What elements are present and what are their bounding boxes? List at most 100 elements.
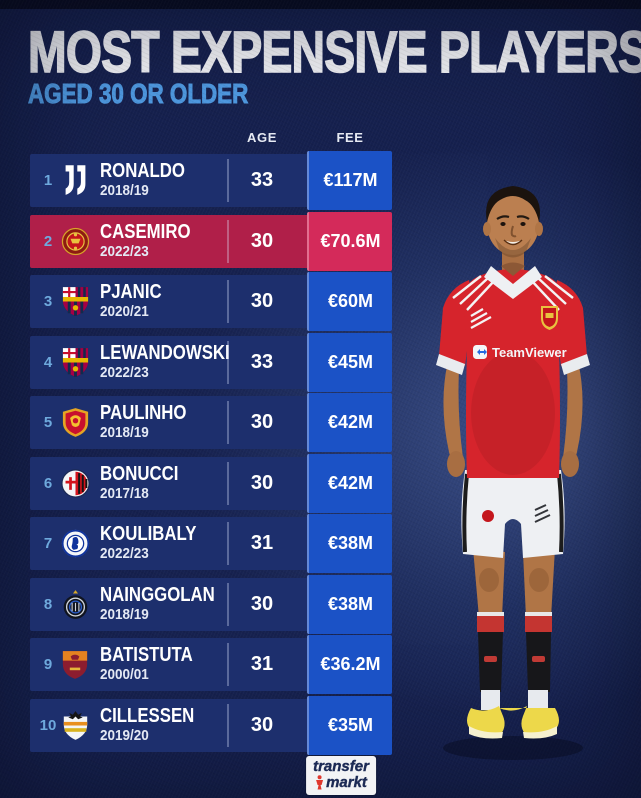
column-divider xyxy=(227,219,229,263)
player-name: PJANIC xyxy=(100,281,162,304)
table-row: 6 BONUCCI 2017/18 30 €42M xyxy=(30,453,392,513)
column-divider xyxy=(227,582,229,626)
column-divider xyxy=(227,643,229,686)
fee-badge: €38M xyxy=(307,574,392,634)
juventus-badge-icon xyxy=(65,165,85,195)
inter-badge-icon xyxy=(63,589,87,619)
rank-label: 5 xyxy=(43,414,53,431)
age-value: 30 xyxy=(250,713,274,736)
column-header-age: AGE xyxy=(247,130,277,145)
column-divider xyxy=(227,522,229,565)
man-utd-crest-icon xyxy=(541,306,558,330)
player-name: CASEMIRO xyxy=(100,220,191,243)
age-value: 30 xyxy=(250,471,274,494)
transfermarkt-logo: transfer markt xyxy=(306,756,376,795)
page-title: MOST EXPENSIVE PLAYERS xyxy=(27,20,641,85)
table-row: 1 RONALDO 2018/19 33 €117M xyxy=(30,151,392,210)
player-cell: RONALDO 2018/19 xyxy=(90,161,201,200)
rank-label: 2 xyxy=(43,232,53,250)
club-badge-barcelona xyxy=(60,341,90,383)
age-value: 33 xyxy=(250,169,274,191)
rank-label: 9 xyxy=(43,656,53,673)
age-value: 30 xyxy=(250,592,274,615)
player-name: RONALDO xyxy=(100,160,185,183)
club-badge-ac-milan xyxy=(60,462,90,504)
transfer-season: 2019/20 xyxy=(100,726,149,744)
player-name: BATISTUTA xyxy=(100,644,193,667)
valencia-badge-icon xyxy=(63,710,87,740)
fee-badge: €42M xyxy=(307,393,392,452)
player-name: CILLESSEN xyxy=(100,704,195,727)
table-row: 2 CASEMIRO 2022/23 30 €70.6M xyxy=(30,211,392,271)
column-divider xyxy=(227,159,229,202)
rank-label: 4 xyxy=(43,353,53,371)
ac-milan-badge-icon xyxy=(60,468,90,498)
player-name: KOULIBALY xyxy=(100,523,197,546)
transfer-season: 2018/19 xyxy=(100,605,149,623)
brand-text-top: transfer xyxy=(313,758,369,775)
player-photo: TeamViewer xyxy=(385,118,641,778)
transfer-season: 2018/19 xyxy=(100,182,149,200)
column-divider xyxy=(227,280,229,323)
brand-text-bottom: markt xyxy=(326,773,367,791)
player-cell: PAULINHO 2018/19 xyxy=(90,403,203,442)
table-row: 9 BATISTUTA 2000/01 31 €36.2M xyxy=(30,635,392,694)
fee-badge: €117M xyxy=(307,151,392,210)
age-value: 31 xyxy=(250,653,274,675)
column-divider xyxy=(227,340,229,384)
column-divider xyxy=(227,461,229,505)
manchester-united-badge-icon xyxy=(61,227,89,255)
transfer-season: 2018/19 xyxy=(100,424,149,442)
player-table: 1 RONALDO 2018/19 33 €117M 2 CASEMIRO 20… xyxy=(30,151,392,759)
player-name: NAINGGOLAN xyxy=(100,583,215,606)
casemiro-figure: TeamViewer xyxy=(436,186,590,760)
rank-label: 8 xyxy=(43,595,53,613)
player-cell: PJANIC 2020/21 xyxy=(90,282,173,321)
fee-badge: €42M xyxy=(307,453,392,513)
fee-badge: €45M xyxy=(307,332,392,392)
shirt-sponsor-text: TeamViewer xyxy=(492,345,567,360)
fee-badge: €38M xyxy=(307,514,392,573)
teamviewer-logo: TeamViewer xyxy=(473,345,567,360)
chelsea-badge-icon xyxy=(61,529,89,558)
barcelona-badge-icon xyxy=(62,347,88,377)
column-divider xyxy=(227,703,229,747)
club-badge-roma xyxy=(60,644,90,686)
age-value: 30 xyxy=(250,229,274,252)
age-value: 30 xyxy=(250,290,274,312)
transfer-season: 2000/01 xyxy=(100,666,149,684)
column-divider xyxy=(227,401,229,444)
transfer-season: 2022/23 xyxy=(100,545,149,563)
player-name: BONUCCI xyxy=(100,462,179,485)
rank-label: 1 xyxy=(43,172,53,189)
table-row: 3 PJANIC 2020/21 30 €60M xyxy=(30,272,392,331)
club-badge-guangzhou-evergrande xyxy=(60,402,90,444)
table-row: 4 LEWANDOWSKI 2022/23 33 €45M xyxy=(30,332,392,392)
player-cell: CILLESSEN 2019/20 xyxy=(90,704,212,745)
table-row: 7 KOULIBALY 2022/23 31 €38M xyxy=(30,514,392,573)
transfer-season: 2020/21 xyxy=(100,303,149,321)
fee-badge: €35M xyxy=(307,695,392,755)
club-badge-juventus xyxy=(60,160,90,202)
age-value: 31 xyxy=(250,532,274,554)
age-value: 33 xyxy=(250,350,274,373)
page-subtitle: AGED 30 OR OLDER xyxy=(28,78,249,109)
table-row: 8 NAINGGOLAN 2018/19 30 €38M xyxy=(30,574,392,634)
fee-badge: €36.2M xyxy=(307,635,392,694)
club-badge-manchester-united xyxy=(60,220,90,262)
rank-label: 6 xyxy=(43,474,53,492)
barcelona-badge-icon xyxy=(62,287,88,316)
adidas-logo-icon xyxy=(470,308,492,329)
rank-label: 7 xyxy=(43,535,53,552)
column-header-fee: FEE xyxy=(336,130,364,145)
player-name: LEWANDOWSKI xyxy=(100,341,230,364)
player-cell: BONUCCI 2017/18 xyxy=(90,462,193,503)
age-value: 30 xyxy=(250,411,274,433)
transfer-season: 2022/23 xyxy=(100,363,149,381)
player-cell: NAINGGOLAN 2018/19 xyxy=(90,583,237,624)
player-cell: BATISTUTA 2000/01 xyxy=(90,645,210,684)
club-badge-chelsea xyxy=(60,523,90,565)
brand-bottom-row: markt xyxy=(313,773,369,791)
club-badge-inter xyxy=(60,583,90,625)
